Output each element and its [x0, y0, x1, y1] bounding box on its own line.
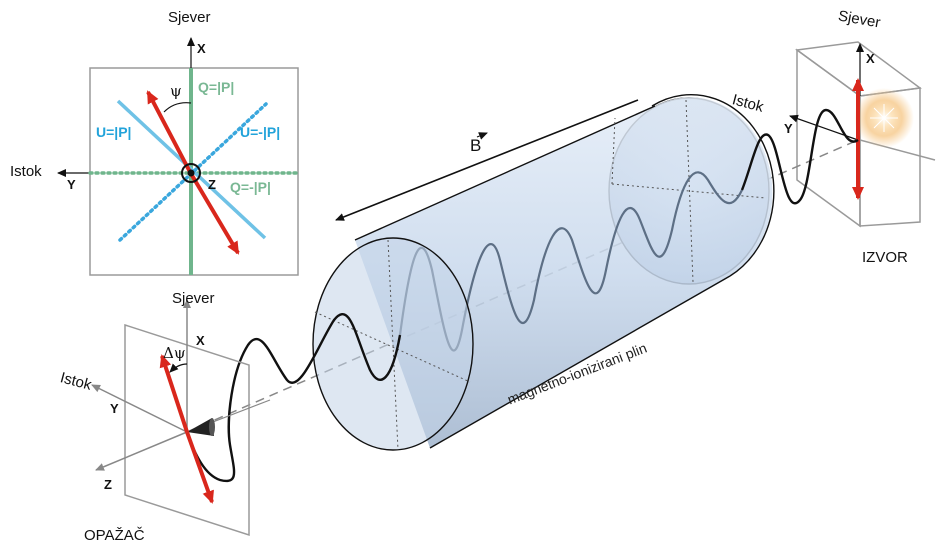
plasma-cylinder [312, 93, 775, 451]
z-axis-dot [187, 169, 195, 177]
u-positive-line [116, 99, 267, 240]
inset-polarization-arrow-down [188, 170, 240, 255]
u-negative-line [118, 102, 268, 242]
observer-cone-icon [187, 418, 214, 436]
q-positive-label: Q=|P| [198, 79, 235, 95]
inset-east-label: Istok [10, 163, 42, 180]
stokes-inset [57, 37, 300, 276]
b-field-label: B [470, 136, 482, 155]
source-y-label: Y [784, 121, 793, 136]
observer-x-label: X [196, 333, 205, 348]
observer-polarization-arrow-down [185, 431, 214, 504]
inset-y-label: Y [67, 177, 76, 192]
observer-frame [124, 323, 250, 537]
z-axis-circle [181, 163, 201, 183]
observer-y-axis [91, 384, 188, 433]
u-negative-label: U=-|P| [240, 124, 281, 140]
b-vector-arrow-icon [476, 132, 488, 140]
observer-north-label: Sjever [172, 290, 215, 307]
observer-z-label: Z [104, 477, 112, 492]
inset-polarization-arrow-up [146, 90, 192, 173]
wave-observer-side [185, 312, 402, 483]
magnetic-field-arrow [335, 99, 639, 221]
wave-source-side [740, 108, 859, 205]
inset-z-label: Z [208, 177, 216, 192]
u-positive-label: U=|P| [96, 124, 132, 140]
observer-panel [91, 299, 271, 537]
q-negative-label: Q=-|P| [230, 179, 271, 195]
cylinder-front-cap [312, 237, 474, 451]
psi-angle-arc [163, 102, 192, 113]
delta-psi-label: Δψ [163, 344, 186, 362]
source-x-label: X [866, 51, 875, 66]
inset-x-label: X [197, 41, 206, 56]
observer-y-label: Y [110, 401, 119, 416]
inset-north-label: Sjever [168, 9, 211, 26]
psi-label: ψ [170, 82, 182, 100]
source-label: IZVOR [862, 249, 908, 266]
delta-psi-angle-arc [169, 363, 188, 373]
source-y-axis [789, 114, 859, 141]
source-panel [789, 41, 936, 228]
observer-label: OPAŽAČ [84, 527, 145, 544]
observer-polarization-arrow-up [159, 354, 189, 433]
observer-z-axis [95, 431, 188, 471]
